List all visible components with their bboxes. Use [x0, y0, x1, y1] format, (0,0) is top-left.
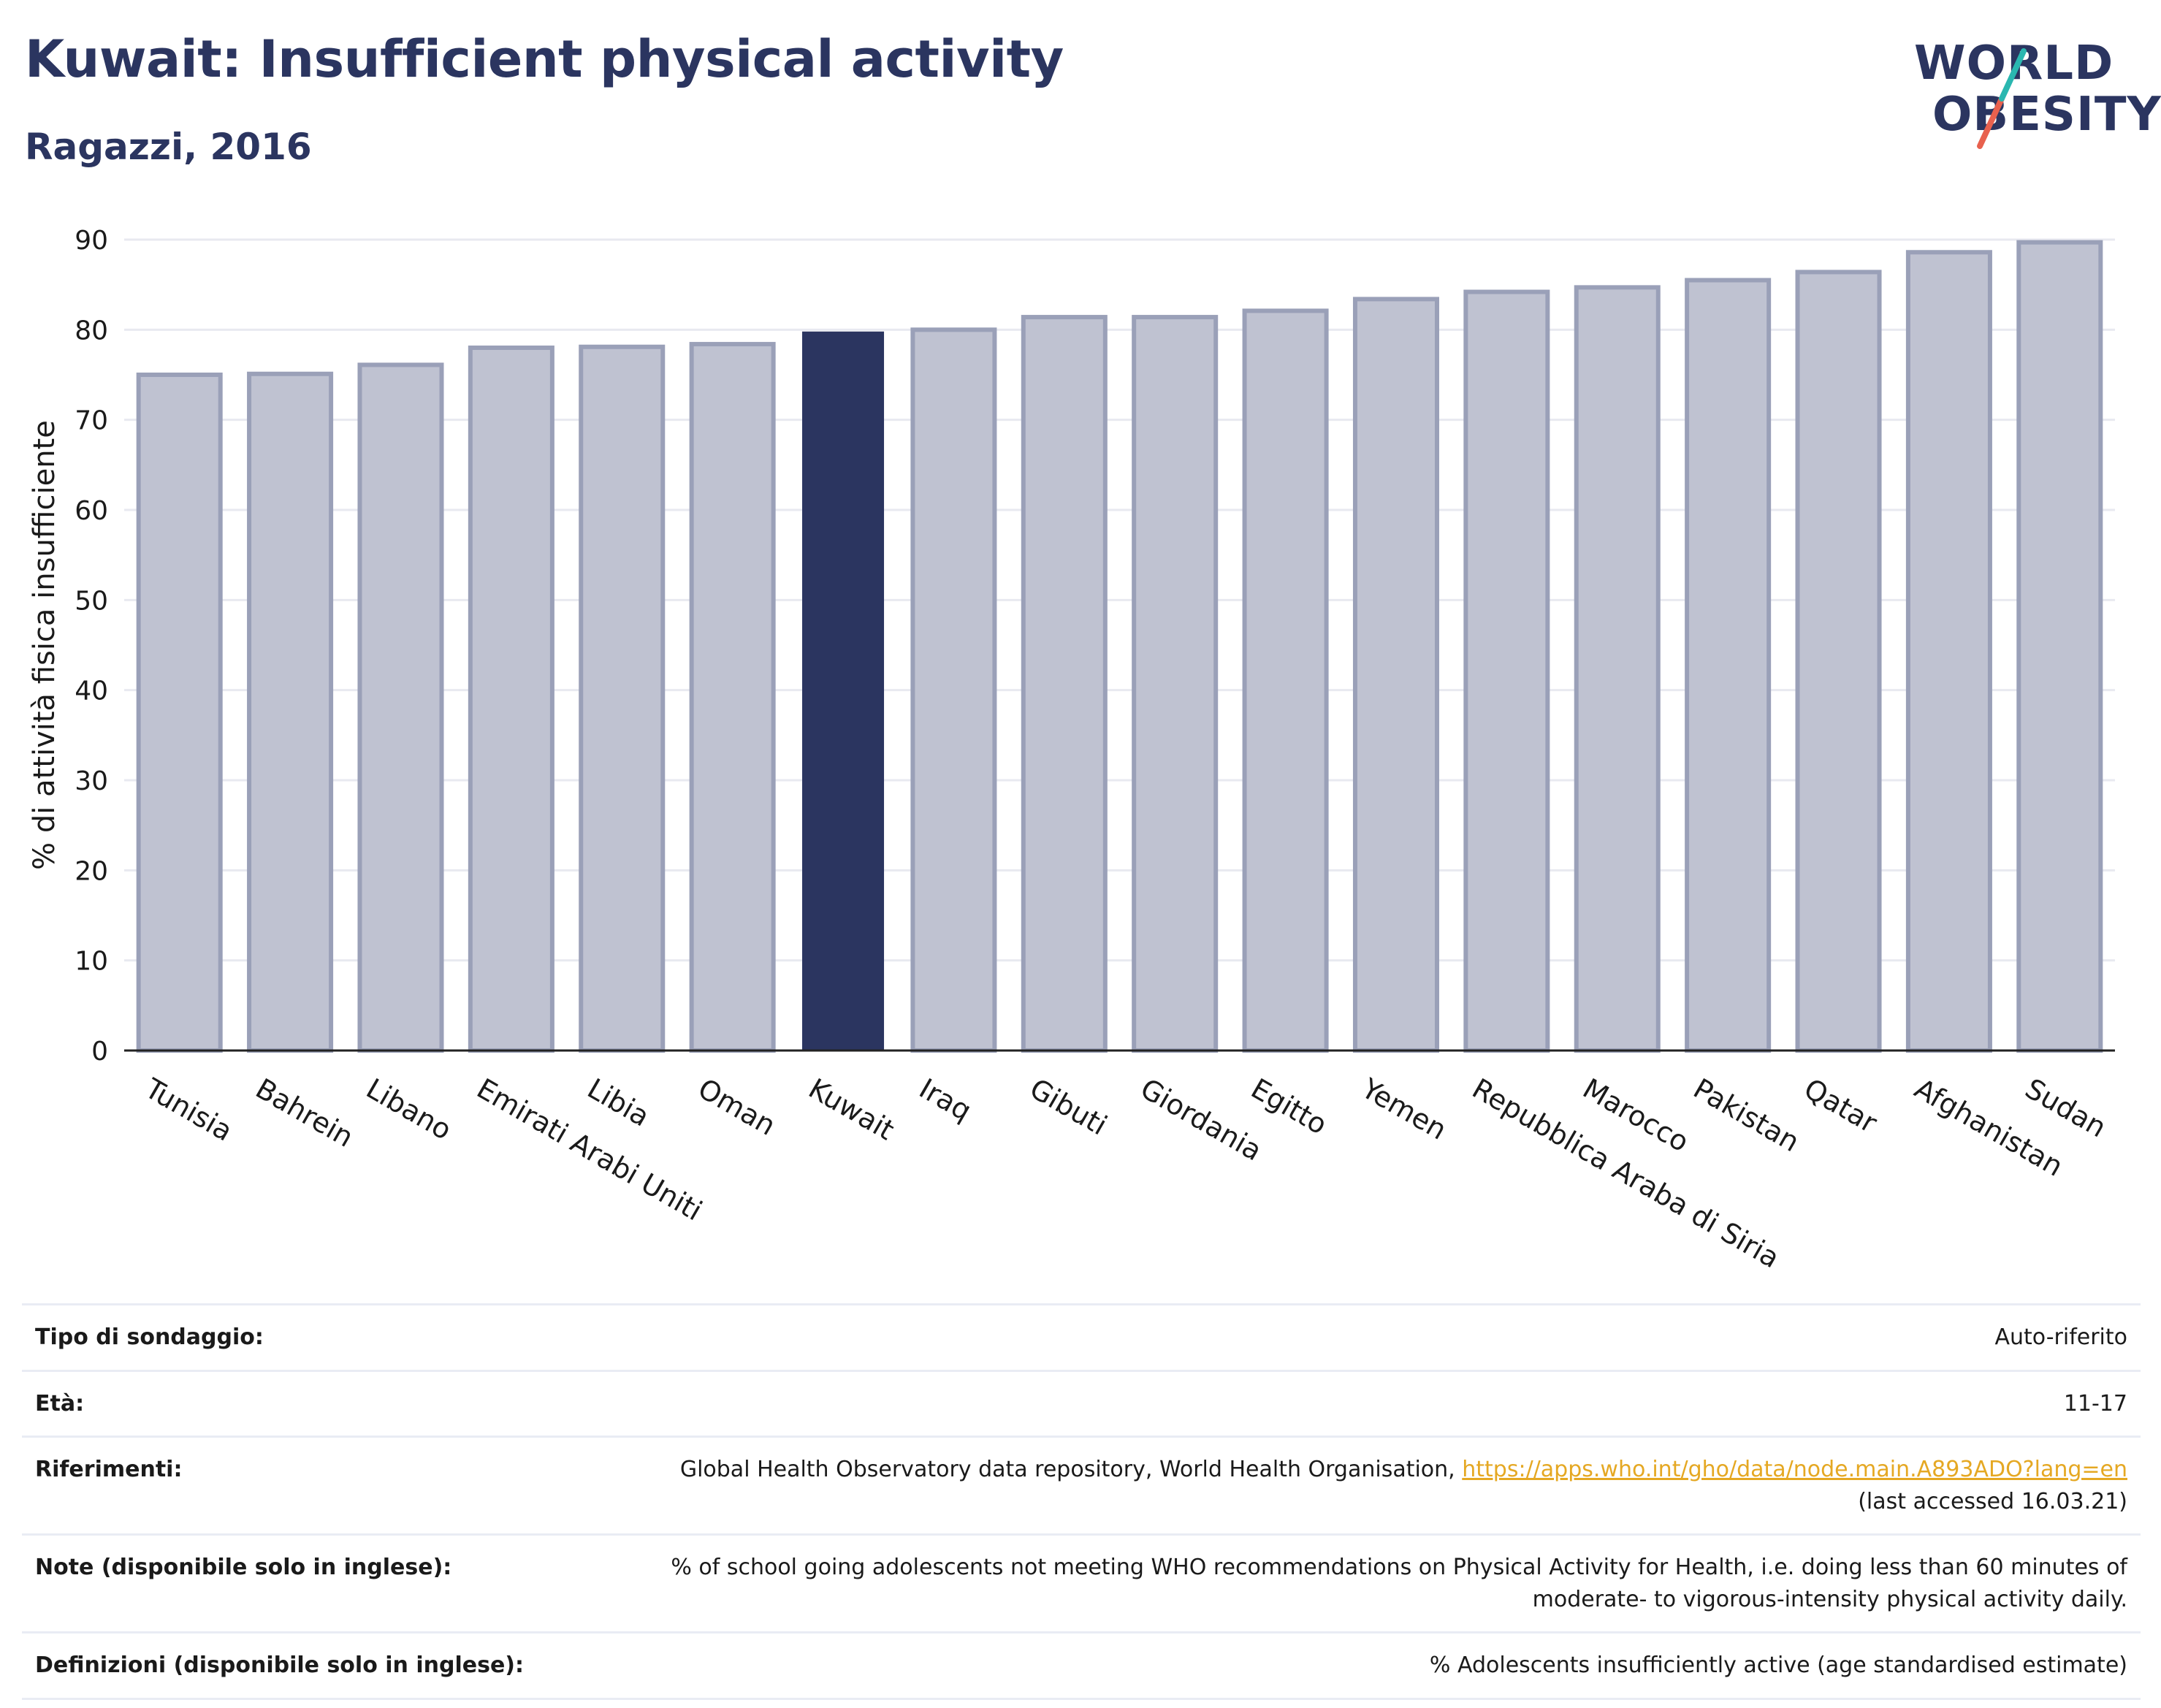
y-tick-label: 60: [75, 496, 108, 526]
meta-label: Riferimenti:: [22, 1436, 560, 1536]
y-tick-label: 0: [91, 1037, 108, 1067]
meta-label: Tipo di sondaggio:: [22, 1303, 560, 1372]
bar-gibuti: [1021, 315, 1108, 1053]
bar-marocco: [1574, 285, 1661, 1053]
meta-value: % of school going adolescents not meetin…: [560, 1533, 2141, 1633]
bar-yemen: [1352, 297, 1439, 1053]
meta-row-age: Età: 11-17: [22, 1369, 2141, 1438]
reference-link[interactable]: https://apps.who.int/gho/data/node.main.…: [1462, 1457, 2127, 1482]
x-tick-label: Iraq: [914, 1072, 977, 1127]
metadata-table: Tipo di sondaggio: Auto-riferito Età: 11…: [22, 1303, 2141, 1700]
bar-emirati-arabi-uniti: [468, 346, 554, 1053]
logo-line-2: OBESITY: [1932, 88, 2161, 142]
bar-libano: [357, 362, 444, 1053]
notes-text-1: % of school going adolescents not meetin…: [671, 1555, 2127, 1580]
x-tick-label: Giordania: [1135, 1072, 1268, 1167]
meta-row-definitions: Definizioni (disponibile solo in inglese…: [22, 1631, 2141, 1700]
x-tick-label: Yemen: [1356, 1072, 1452, 1146]
bar-giordania: [1132, 315, 1219, 1053]
reference-accessed: (last accessed 16.03.21): [1858, 1488, 2127, 1514]
bar-qatar: [1795, 270, 1882, 1053]
y-axis-label: % di attività fisica insufficiente: [28, 420, 61, 870]
logo-slash-icon: [1977, 48, 2027, 149]
world-obesity-logo[interactable]: WORLD OBESITY: [1899, 29, 2161, 153]
y-tick-label: 80: [75, 316, 108, 346]
bar-afghanistan: [1905, 250, 1992, 1053]
bar-pakistan: [1685, 278, 1772, 1053]
x-tick-label: Tunisia: [139, 1072, 237, 1148]
meta-label: Definizioni (disponibile solo in inglese…: [22, 1631, 560, 1700]
x-tick-label: Libia: [582, 1072, 655, 1133]
meta-row-references: Riferimenti: Global Health Observatory d…: [22, 1436, 2141, 1536]
meta-label: Note (disponibile solo in inglese):: [22, 1533, 560, 1633]
y-tick-label: 10: [75, 947, 108, 977]
meta-value: 11-17: [560, 1369, 2141, 1438]
x-tick-label: Sudan: [2020, 1072, 2112, 1144]
x-tick-label: Bahrein: [251, 1072, 359, 1154]
bar-oman: [689, 342, 776, 1053]
x-tick-label: Gibuti: [1024, 1072, 1112, 1142]
bar-iraq: [910, 327, 997, 1053]
bar-repubblica-araba-di-siria: [1463, 289, 1550, 1053]
y-tick-label: 50: [75, 586, 108, 616]
x-tick-label: Pakistan: [1688, 1072, 1805, 1159]
x-tick-label: Libano: [361, 1072, 457, 1146]
meta-row-survey-type: Tipo di sondaggio: Auto-riferito: [22, 1303, 2141, 1372]
x-tick-label: Kuwait: [804, 1072, 900, 1147]
chart-title: Kuwait: Insufficient physical activity: [25, 29, 1064, 89]
meta-label: Età:: [22, 1369, 560, 1438]
y-tick-label: 40: [75, 676, 108, 706]
bar-sudan: [2016, 240, 2103, 1053]
bar-tunisia: [136, 373, 223, 1053]
meta-row-notes: Note (disponibile solo in inglese): % of…: [22, 1533, 2141, 1633]
x-tick-label: Oman: [693, 1072, 781, 1142]
x-tick-label: Egitto: [1246, 1072, 1333, 1141]
bar-kuwait: [802, 331, 885, 1051]
bar-egitto: [1242, 308, 1329, 1053]
x-tick-label: Qatar: [1799, 1072, 1883, 1140]
reference-text: Global Health Observatory data repositor…: [679, 1457, 1455, 1482]
y-tick-label: 70: [75, 406, 108, 436]
bar-chart: 0 10 20 30 40 50 60 70 80 90 % di attività fisica …: [28, 226, 2115, 1274]
y-tick-label: 30: [75, 766, 108, 796]
bar-libia: [579, 344, 666, 1053]
meta-value: Auto-riferito: [560, 1303, 2141, 1372]
logo-line-1: WORLD: [1914, 37, 2114, 91]
y-tick-label: 20: [75, 856, 108, 886]
notes-text-2: moderate- to vigorous-intensity physical…: [1532, 1586, 2127, 1612]
y-tick-label: 90: [75, 226, 108, 256]
bar-bahrein: [247, 371, 334, 1053]
chart-subtitle: Ragazzi, 2016: [25, 126, 312, 168]
meta-value: Global Health Observatory data repositor…: [560, 1436, 2141, 1536]
meta-value: % Adolescents insufficiently active (age…: [560, 1631, 2141, 1700]
